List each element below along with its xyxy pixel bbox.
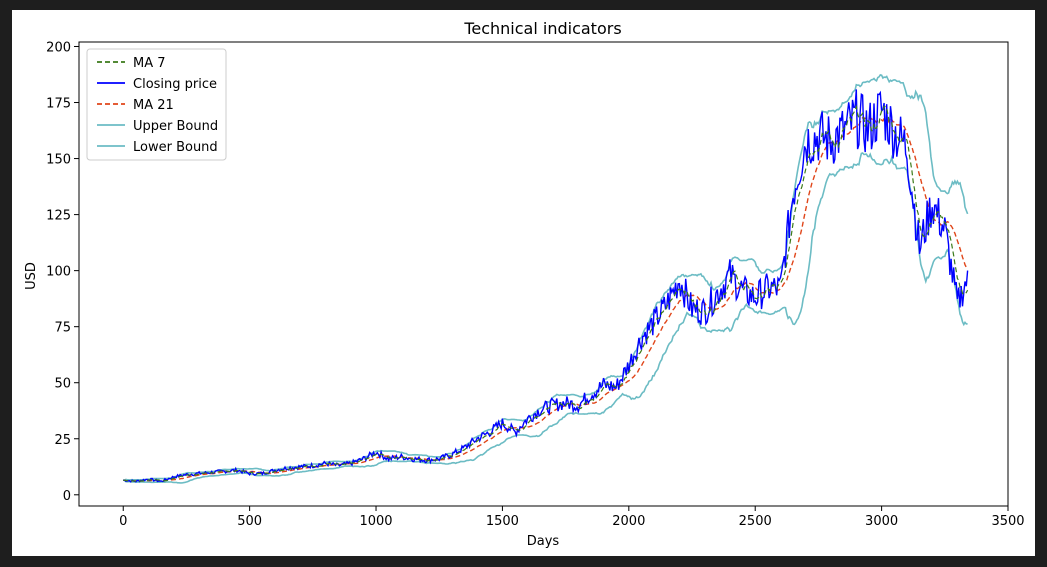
y-tick-label: 150 — [46, 153, 71, 168]
x-axis-label: Days — [527, 534, 560, 549]
x-tick-label: 1500 — [486, 514, 519, 529]
legend-label: MA 7 — [133, 56, 166, 71]
series-lower-bound — [123, 152, 968, 484]
legend-label: Upper Bound — [133, 119, 218, 134]
plot-area — [123, 73, 969, 484]
chart-figure: Technical indicators Days USD 0 500 1000 15… — [12, 10, 1035, 556]
y-tick-label: 50 — [54, 377, 71, 392]
y-tick-label: 100 — [46, 265, 71, 280]
x-tick-label: 2000 — [612, 514, 645, 529]
y-tick-label: 175 — [46, 97, 71, 112]
axes: 0 500 1000 1500 2000 2500 3000 3500 0 25 50 75 100 12… — [46, 40, 1024, 529]
series-upper-bound — [123, 73, 969, 481]
x-tick-label: 500 — [237, 514, 262, 529]
y-tick-label: 25 — [54, 433, 71, 448]
x-tick-label: 1000 — [359, 514, 392, 529]
legend-label: Lower Bound — [133, 140, 218, 155]
legend-box — [86, 48, 227, 161]
y-tick-label: 125 — [46, 209, 71, 224]
series-ma7 — [123, 104, 969, 482]
legend-label: Closing price — [133, 77, 217, 92]
y-axis-label: USD — [24, 262, 39, 290]
y-tick-label: 75 — [54, 321, 71, 336]
series-closing-price — [123, 89, 969, 483]
chart-canvas: Technical indicators Days USD 0 500 1000 15… — [24, 19, 1025, 549]
series-ma21 — [123, 116, 969, 482]
legend: MA 7 Closing price MA 21 Upper Bound Lower B… — [86, 48, 227, 161]
y-tick-label: 0 — [63, 489, 71, 504]
x-tick-label: 2500 — [739, 514, 772, 529]
x-tick-label: 3000 — [865, 514, 898, 529]
axes-frame — [78, 41, 1009, 507]
x-tick-label: 0 — [119, 514, 127, 529]
y-tick-label: 200 — [46, 40, 71, 55]
legend-label: MA 21 — [133, 98, 174, 113]
x-tick-label: 3500 — [991, 514, 1024, 529]
chart-title: Technical indicators — [463, 19, 621, 38]
